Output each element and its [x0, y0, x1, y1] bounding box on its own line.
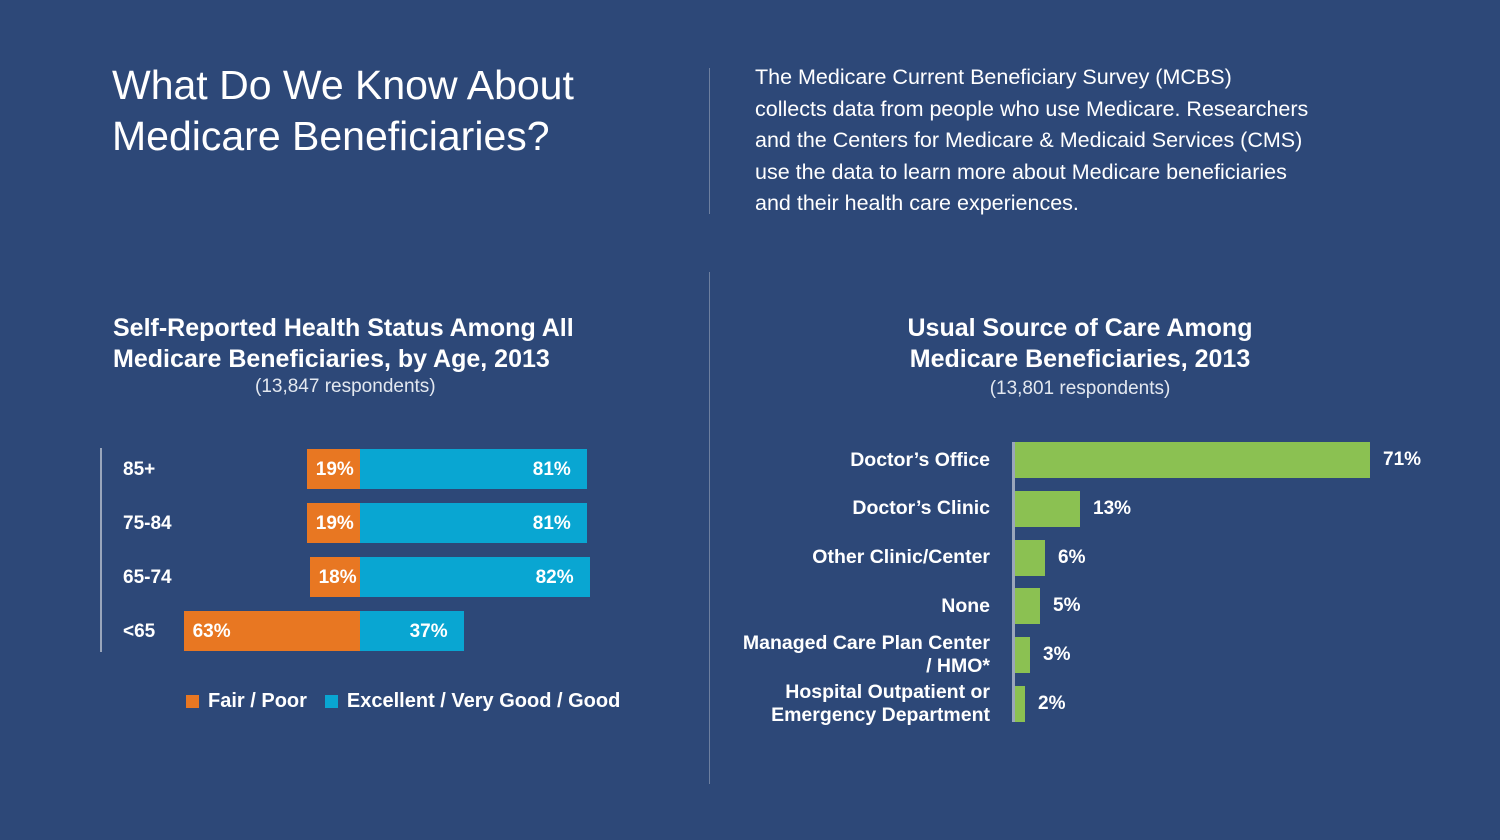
age-label: 75-84	[123, 513, 172, 534]
health-status-title-line: Self-Reported Health Status Among All	[113, 314, 574, 342]
intro-line: collects data from people who use Medica…	[755, 96, 1309, 121]
care-source-value-label: 6%	[1058, 546, 1086, 568]
intro-line: and their health care experiences.	[755, 191, 1079, 215]
care-source-bar	[1015, 490, 1080, 527]
care-source-value-label: 5%	[1053, 595, 1081, 617]
care-source-category-label: None	[941, 594, 990, 617]
care-source-title-line: Usual Source of Care Among	[907, 314, 1253, 342]
intro-line: The Medicare Current Beneficiary Survey …	[755, 65, 1232, 89]
age-label: <65	[123, 621, 156, 642]
care-source-value-label: 3%	[1043, 644, 1071, 666]
care-source-bar	[1015, 539, 1045, 576]
care-source-axis-line	[1012, 442, 1015, 722]
health-status-title-line: Medicare Beneficiaries, by Age, 2013	[113, 345, 550, 373]
bar-label-excellent-good: 81%	[532, 459, 571, 480]
care-source-value-label: 71%	[1383, 449, 1422, 470]
bar-excellent-good	[360, 503, 587, 543]
health-status-chart-subtitle: (13,847 respondents)	[255, 376, 436, 397]
care-source-title-line: Medicare Beneficiaries, 2013	[909, 345, 1251, 373]
legend-swatch-fair-poor	[186, 695, 199, 708]
care-source-category-label: Doctor’s Clinic	[852, 497, 990, 520]
bar-label-fair-poor: 19%	[315, 459, 354, 480]
legend-item-fair-poor: Fair / Poor	[186, 690, 307, 713]
bar-fair-poor	[309, 557, 360, 597]
bar-label-fair-poor: 19%	[315, 513, 354, 534]
age-label: 65-74	[123, 567, 172, 588]
bar-label-fair-poor: 18%	[318, 567, 357, 588]
care-source-chart-subtitle: (13,801 respondents)	[989, 378, 1171, 399]
charts-divider	[709, 272, 710, 784]
age-label: 85+	[123, 459, 156, 480]
intro-line: use the data to learn more about Medicar…	[755, 159, 1287, 184]
health-status-axis-line	[100, 448, 102, 652]
bar-fair-poor	[306, 503, 360, 543]
bar-fair-poor	[183, 611, 360, 651]
bar-label-excellent-good: 82%	[535, 567, 574, 588]
bar-label-excellent-good: 81%	[532, 513, 571, 534]
health-status-chart-title: Self-Reported Health Status Among All Me…	[113, 313, 633, 375]
care-source-category-label: Managed Care Plan Center / HMO*	[742, 632, 990, 678]
page-title: What Do We Know About Medicare Beneficia…	[112, 60, 672, 162]
care-source-bar	[1015, 686, 1025, 722]
page-title-line-1: What Do We Know About	[112, 62, 574, 108]
legend-swatch-excellent-good	[324, 695, 338, 708]
care-source-chart-title: Usual Source of Care Among Medicare Bene…	[880, 313, 1280, 375]
care-source-category-label: Hospital Outpatient or Emergency Departme…	[771, 681, 990, 726]
header-divider	[709, 68, 710, 214]
health-status-chart-header: Self-Reported Health Status Among All Me…	[113, 313, 633, 399]
care-source-category-label: Other Clinic/Center	[812, 546, 990, 569]
care-source-bar	[1015, 637, 1030, 674]
bar-excellent-good	[360, 557, 590, 597]
legend-item-excellent-good: Excellent / Very Good / Good	[324, 690, 621, 713]
health-status-legend: Fair / Poor Excellent / Very Good / Good	[186, 690, 638, 713]
care-source-bar	[1015, 588, 1040, 625]
intro-text: The Medicare Current Beneficiary Survey …	[755, 62, 1395, 220]
bar-label-excellent-good: 37%	[409, 621, 448, 642]
bar-fair-poor	[306, 449, 360, 489]
care-source-chart-header: Usual Source of Care Among Medicare Bene…	[880, 313, 1280, 401]
legend-label-fair-poor: Fair / Poor	[208, 690, 307, 712]
care-source-bar	[1015, 442, 1370, 478]
care-source-category-label: Doctor’s Office	[850, 448, 990, 471]
intro-line: and the Centers for Medicare & Medicaid …	[755, 128, 1303, 152]
bar-excellent-good	[360, 449, 587, 489]
bar-excellent-good	[360, 611, 464, 651]
bar-label-fair-poor: 63%	[192, 621, 231, 642]
care-source-value-label: 13%	[1093, 497, 1132, 519]
page-title-line-2: Medicare Beneficiaries?	[112, 113, 550, 159]
care-source-value-label: 2%	[1038, 693, 1066, 714]
legend-label-excellent-good: Excellent / Very Good / Good	[346, 690, 621, 712]
